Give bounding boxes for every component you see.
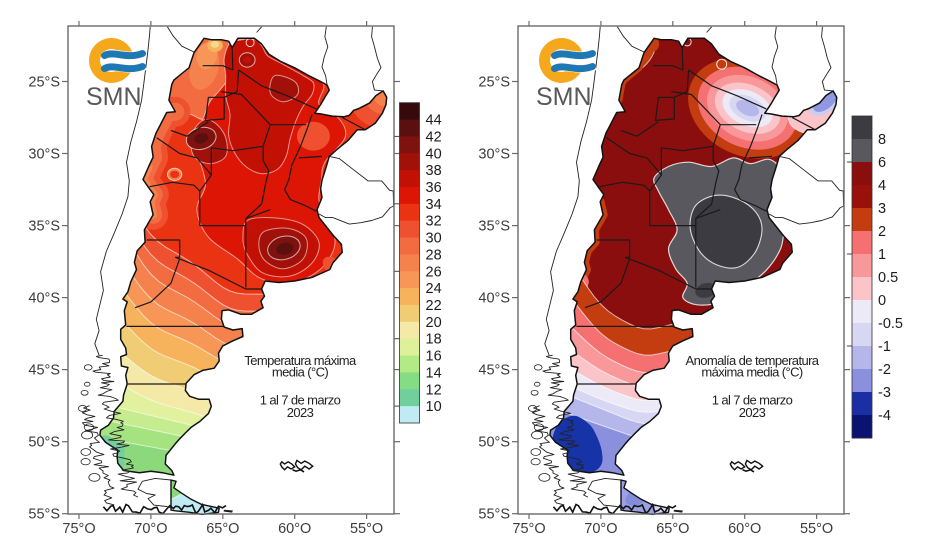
svg-text:-0.5: -0.5 <box>878 316 903 332</box>
svg-text:50°S: 50°S <box>28 435 60 451</box>
svg-text:30°S: 30°S <box>28 147 60 163</box>
svg-text:SMN: SMN <box>536 83 592 111</box>
svg-text:60°O: 60°O <box>278 521 311 537</box>
svg-text:máxima media (°C): máxima media (°C) <box>701 365 802 380</box>
svg-text:2023: 2023 <box>287 405 314 420</box>
svg-text:2023: 2023 <box>739 405 766 420</box>
svg-text:42: 42 <box>426 129 442 145</box>
svg-text:SMN: SMN <box>86 83 142 111</box>
svg-text:0.5: 0.5 <box>878 270 898 286</box>
svg-text:35°S: 35°S <box>28 219 60 235</box>
svg-text:40°S: 40°S <box>478 291 510 307</box>
svg-text:24: 24 <box>426 281 442 297</box>
svg-text:44: 44 <box>426 113 442 129</box>
svg-text:1 al 7 de marzo: 1 al 7 de marzo <box>260 393 341 408</box>
svg-text:45°S: 45°S <box>478 363 510 379</box>
svg-text:-4: -4 <box>878 408 891 424</box>
svg-text:55°S: 55°S <box>478 507 510 523</box>
svg-text:36: 36 <box>426 180 442 196</box>
svg-text:8: 8 <box>878 132 886 148</box>
svg-text:16: 16 <box>426 349 442 365</box>
svg-text:-1: -1 <box>878 339 891 355</box>
svg-text:55°S: 55°S <box>28 507 60 523</box>
svg-text:34: 34 <box>426 197 442 213</box>
svg-text:20: 20 <box>426 315 442 331</box>
svg-text:media (°C): media (°C) <box>272 365 329 380</box>
svg-text:25°S: 25°S <box>28 75 60 91</box>
svg-text:60°O: 60°O <box>728 521 761 537</box>
svg-text:Anomalía de temperatura: Anomalía de temperatura <box>686 353 820 368</box>
svg-text:Temperatura máxima: Temperatura máxima <box>244 353 357 368</box>
svg-text:32: 32 <box>426 214 442 230</box>
svg-text:70°O: 70°O <box>134 521 167 537</box>
svg-text:45°S: 45°S <box>28 363 60 379</box>
svg-text:3: 3 <box>878 201 886 217</box>
svg-text:55°O: 55°O <box>800 521 833 537</box>
svg-text:1 al 7 de marzo: 1 al 7 de marzo <box>712 393 793 408</box>
svg-text:55°O: 55°O <box>350 521 383 537</box>
svg-text:2: 2 <box>878 224 886 240</box>
svg-text:50°S: 50°S <box>478 435 510 451</box>
svg-text:4: 4 <box>878 178 886 194</box>
svg-text:38: 38 <box>426 163 442 179</box>
svg-text:25°S: 25°S <box>478 75 510 91</box>
svg-text:35°S: 35°S <box>478 219 510 235</box>
svg-text:40°S: 40°S <box>28 291 60 307</box>
svg-text:75°O: 75°O <box>62 521 95 537</box>
svg-text:30: 30 <box>426 231 442 247</box>
svg-text:18: 18 <box>426 332 442 348</box>
svg-text:6: 6 <box>878 155 886 171</box>
svg-text:0: 0 <box>878 293 886 309</box>
svg-text:40: 40 <box>426 146 442 162</box>
svg-text:14: 14 <box>426 365 442 381</box>
svg-text:65°O: 65°O <box>656 521 689 537</box>
svg-text:1: 1 <box>878 247 886 263</box>
svg-text:-2: -2 <box>878 362 891 378</box>
svg-text:22: 22 <box>426 298 442 314</box>
svg-text:10: 10 <box>426 399 442 415</box>
svg-text:12: 12 <box>426 382 442 398</box>
svg-text:28: 28 <box>426 247 442 263</box>
svg-text:75°O: 75°O <box>512 521 545 537</box>
svg-text:-3: -3 <box>878 385 891 401</box>
svg-text:30°S: 30°S <box>478 147 510 163</box>
svg-text:65°O: 65°O <box>206 521 239 537</box>
svg-text:70°O: 70°O <box>584 521 617 537</box>
svg-text:26: 26 <box>426 264 442 280</box>
